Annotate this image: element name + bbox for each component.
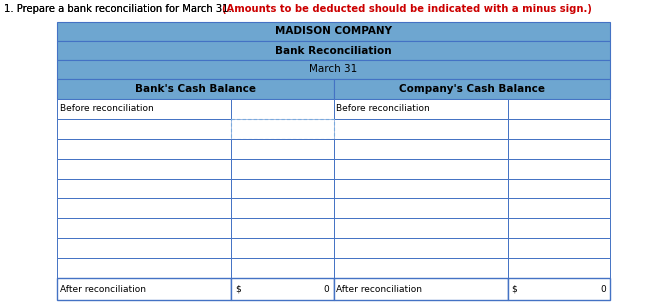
Bar [57, 238, 231, 258]
Bar [508, 99, 610, 119]
Text: Bank's Cash Balance: Bank's Cash Balance [135, 84, 255, 94]
Bar [231, 218, 333, 238]
Bar [508, 199, 610, 218]
Bar [333, 278, 508, 300]
Text: 0: 0 [324, 285, 330, 293]
Bar [57, 139, 231, 159]
Bar [57, 159, 231, 179]
Text: 1. Prepare a bank reconciliation for March 31. (Amounts to be deducted should be: 1. Prepare a bank reconciliation for Mar… [4, 4, 562, 14]
Bar [508, 238, 610, 258]
Bar [231, 238, 333, 258]
Text: 1. Prepare a bank reconciliation for March 31.: 1. Prepare a bank reconciliation for Mar… [4, 4, 232, 14]
Bar [333, 159, 508, 179]
Bar [231, 99, 333, 119]
Bar [333, 79, 610, 99]
Bar [333, 258, 508, 278]
Bar [57, 179, 231, 199]
Bar [57, 119, 231, 139]
Text: (Amounts to be deducted should be indicated with a minus sign.): (Amounts to be deducted should be indica… [222, 4, 592, 14]
Bar [333, 139, 508, 159]
Bar [231, 199, 333, 218]
Bar [333, 238, 508, 258]
Text: Before reconciliation: Before reconciliation [337, 104, 430, 114]
Bar [333, 119, 508, 139]
Bar [57, 278, 231, 300]
Bar [57, 258, 231, 278]
Bar [231, 179, 333, 199]
Bar [508, 159, 610, 179]
Bar [333, 99, 508, 119]
Bar [57, 60, 610, 79]
Bar [57, 199, 231, 218]
Text: Company's Cash Balance: Company's Cash Balance [398, 84, 545, 94]
Bar [57, 41, 610, 60]
Bar [231, 139, 333, 159]
Bar [333, 199, 508, 218]
Text: $: $ [235, 285, 241, 293]
Bar [57, 79, 333, 99]
Bar [508, 258, 610, 278]
Bar [508, 179, 610, 199]
Text: $: $ [512, 285, 517, 293]
Text: Bank Reconciliation: Bank Reconciliation [275, 46, 392, 55]
Bar [57, 22, 610, 41]
Bar [231, 119, 333, 139]
Bar [231, 119, 333, 139]
Bar [57, 99, 231, 119]
Bar [508, 139, 610, 159]
Bar [508, 119, 610, 139]
Text: Before reconciliation: Before reconciliation [60, 104, 154, 114]
Bar [231, 258, 333, 278]
Bar [508, 218, 610, 238]
Bar [231, 278, 333, 300]
Text: MADISON COMPANY: MADISON COMPANY [275, 27, 392, 36]
Text: After reconciliation: After reconciliation [337, 285, 422, 293]
Bar [508, 278, 610, 300]
Text: March 31: March 31 [309, 65, 358, 74]
Text: After reconciliation: After reconciliation [60, 285, 146, 293]
Bar [333, 218, 508, 238]
Bar [57, 218, 231, 238]
Bar [231, 159, 333, 179]
Text: 1. Prepare a bank reconciliation for March 31.: 1. Prepare a bank reconciliation for Mar… [4, 4, 232, 14]
Text: 0: 0 [600, 285, 606, 293]
Bar [333, 179, 508, 199]
